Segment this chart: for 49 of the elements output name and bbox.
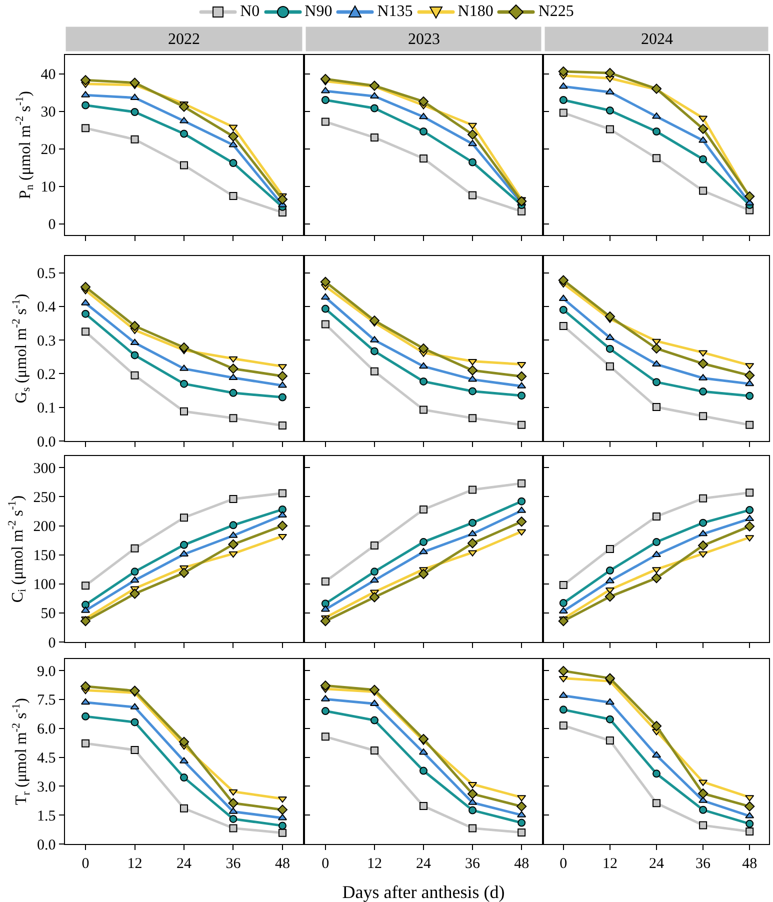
- x-tick-label: 36: [226, 856, 242, 872]
- legend-label: N225: [538, 3, 574, 21]
- y-tick-label: 4.5: [37, 750, 56, 767]
- x-tick-label: 24: [416, 856, 432, 872]
- y-tick-label: 0.2: [37, 366, 56, 383]
- y-tick-label: 0.0: [37, 434, 56, 450]
- x-tick-label: 48: [742, 856, 758, 872]
- x-tick-label: 0: [82, 856, 90, 872]
- y-tick-label: 200: [33, 519, 56, 535]
- y-tick-label: 0.5: [37, 266, 56, 282]
- y-tick-label: 30: [40, 104, 56, 120]
- y-tick-label: 0.1: [37, 400, 56, 417]
- x-tick-label: 48: [514, 856, 530, 872]
- y-tick-label: 40: [40, 67, 56, 83]
- x-tick-label: 36: [696, 856, 712, 872]
- chart-title: 2023: [408, 31, 440, 48]
- y-tick-label: 0: [48, 635, 56, 652]
- x-tick-label: 36: [465, 856, 481, 872]
- legend-label: N135: [377, 3, 413, 21]
- y-tick-label: 100: [33, 577, 56, 594]
- y-tick-label: 3.0: [37, 779, 56, 796]
- y-tick-label: 150: [33, 548, 56, 564]
- x-tick-label: 24: [649, 856, 664, 872]
- y-tick-label: 7.5: [37, 692, 56, 709]
- y-tick-label: 250: [33, 490, 56, 506]
- legend-label: N90: [304, 3, 332, 21]
- x-tick-label: 12: [127, 856, 142, 872]
- y-tick-label: 6.0: [37, 722, 56, 738]
- x-tick-label: 0: [560, 856, 568, 872]
- y-tick-label: 0.3: [37, 333, 56, 350]
- y-tick-label: 1.5: [37, 808, 56, 824]
- x-tick-label: 24: [176, 856, 192, 872]
- y-tick-label: 0.0: [37, 837, 56, 854]
- y-tick-label: 50: [40, 606, 56, 622]
- y-tick-label: 0.4: [37, 300, 56, 316]
- y-tick-label: 20: [40, 142, 56, 158]
- y-tick-label: 300: [33, 460, 56, 477]
- y-tick-label: 9.0: [37, 664, 56, 680]
- legend-label: N180: [458, 3, 494, 21]
- x-axis-title: Days after anthesis (d): [342, 882, 505, 902]
- chart-title: 2022: [168, 31, 200, 48]
- chart-title: 2024: [641, 31, 673, 48]
- x-tick-label: 48: [274, 856, 290, 872]
- x-tick-label: 12: [366, 856, 382, 872]
- y-tick-label: 10: [40, 180, 56, 196]
- x-tick-label: 0: [322, 856, 330, 872]
- y-tick-label: 0: [48, 217, 56, 233]
- x-tick-label: 12: [602, 856, 618, 872]
- legend-label: N0: [240, 3, 260, 21]
